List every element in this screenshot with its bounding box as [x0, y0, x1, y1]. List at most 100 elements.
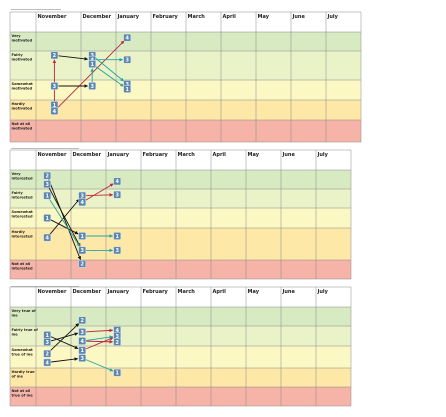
badge-number: 1 [53, 103, 57, 109]
row-label: Somewhat [12, 348, 34, 352]
row-label: Not at all [12, 122, 31, 126]
transition-arrow [85, 337, 114, 350]
row-label: me [12, 313, 19, 317]
transition-arrow [50, 332, 79, 342]
badge-number: 1 [80, 234, 84, 240]
month-header: June [282, 289, 296, 295]
row-label: Fairly [12, 191, 24, 195]
row-label: true of me [12, 393, 34, 397]
row-label: Not at all [12, 262, 31, 266]
transition-arrow [86, 339, 114, 344]
transition-arrow [48, 198, 81, 247]
month-header: March [188, 14, 206, 20]
student-count-badge: 3 [43, 338, 52, 346]
student-count-badge: 1 [43, 214, 52, 222]
category-row [10, 100, 361, 120]
badge-number: 3 [45, 340, 49, 346]
student-count-badge: 2 [113, 338, 122, 346]
student-count-badge: 4 [50, 107, 59, 115]
badge-number: 1 [45, 193, 49, 199]
row-label: interested [12, 266, 33, 270]
row-label: motivated [12, 38, 33, 42]
badge-number: 3 [80, 330, 84, 336]
badge-number: 2 [45, 352, 49, 358]
transition-arrow [56, 40, 125, 109]
badge-number: 3 [125, 58, 129, 64]
badge-number: 1 [125, 87, 129, 93]
student-count-badge: 1 [113, 368, 122, 377]
row-label: Fairly true of [12, 328, 39, 332]
category-row [10, 120, 361, 142]
student-count-badge: 3 [78, 246, 87, 255]
category-row [10, 260, 351, 279]
month-header: July [327, 14, 339, 20]
month-header: April [223, 14, 237, 20]
transition-arrow [49, 198, 80, 235]
month-header: November [38, 14, 67, 20]
month-header: November [38, 289, 67, 295]
month-header: May [258, 14, 270, 20]
student-count-badge: 3 [43, 180, 52, 189]
transition-arrow [85, 183, 114, 201]
month-header: January [107, 289, 130, 295]
category-row [10, 170, 351, 189]
row-label: of me [12, 374, 24, 378]
transition-arrow [85, 359, 114, 372]
category-row [10, 208, 351, 228]
badge-number: 4 [45, 360, 49, 366]
student-count-badge: 4 [78, 198, 87, 207]
badge-number: 3 [90, 84, 94, 90]
row-label: Not at all [12, 389, 31, 393]
month-header: March [178, 289, 196, 295]
panel-3-separator-line [11, 286, 79, 287]
row-label: motivated [12, 126, 33, 130]
row-label: me [12, 332, 19, 336]
student-count-badge: 2 [50, 51, 59, 60]
badge-number: 3 [115, 334, 119, 340]
row-label: Fairly [12, 53, 24, 57]
row-label: Somewhat [12, 210, 34, 214]
transition-arrow [95, 57, 125, 82]
student-count-badge: 4 [78, 337, 87, 345]
month-header: July [317, 289, 329, 295]
badge-number: 1 [90, 62, 94, 68]
category-row [10, 387, 351, 406]
header-row [10, 150, 351, 170]
panel-1-separator-line [11, 9, 61, 10]
student-count-badge: 3 [113, 246, 122, 255]
month-header: June [282, 152, 296, 158]
badge-number: 1 [115, 234, 119, 240]
student-count-badge: 4 [43, 358, 52, 367]
student-count-badge: 1 [43, 331, 52, 339]
student-count-badge: 4 [113, 177, 122, 186]
row-label: Hardly true [12, 370, 36, 374]
student-count-badge: 1 [123, 85, 132, 93]
badge-number: 4 [125, 36, 129, 42]
month-header: June [292, 14, 306, 20]
header-row [10, 287, 351, 307]
transition-arrow [95, 66, 124, 87]
transition-arrow [86, 193, 114, 197]
month-header: December [73, 289, 102, 295]
student-count-badge: 1 [113, 232, 122, 240]
badge-number: 2 [53, 53, 57, 59]
student-count-badge: 2 [78, 316, 87, 325]
header-row [10, 12, 361, 32]
month-header: January [117, 14, 140, 20]
badge-number: 3 [115, 248, 119, 254]
transition-arrow [86, 335, 114, 341]
row-label: interested [12, 176, 33, 180]
badge-number: 3 [53, 84, 57, 90]
badge-number: 4 [53, 109, 57, 115]
badge-number: 4 [80, 339, 84, 345]
student-count-badge: 1 [78, 232, 87, 240]
badge-number: 3 [115, 193, 119, 199]
category-row [10, 326, 351, 346]
transition-arrow [58, 55, 89, 61]
transition-arrow [48, 179, 82, 260]
badge-number: 4 [115, 328, 119, 334]
month-header: May [248, 289, 260, 295]
category-row [10, 228, 351, 260]
